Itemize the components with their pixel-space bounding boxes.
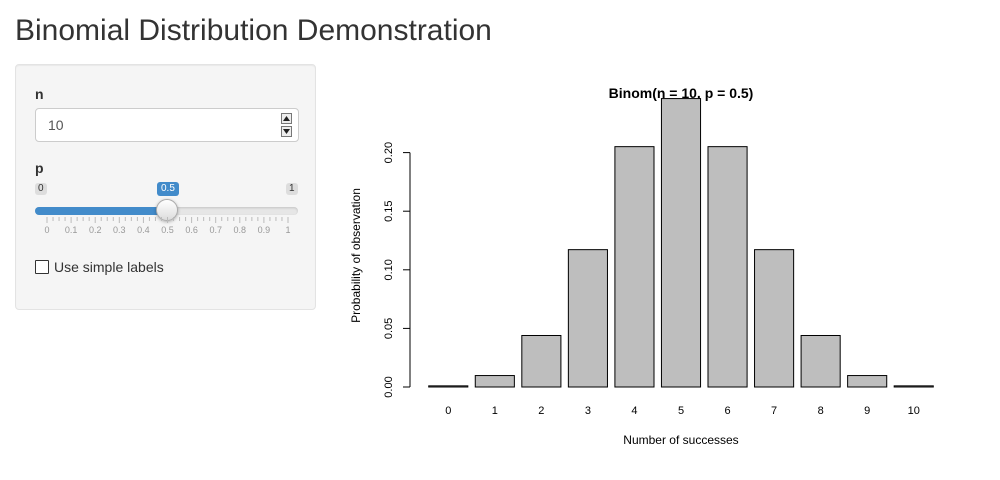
bar-9 <box>847 375 888 388</box>
bar-0 <box>428 385 469 388</box>
simple-labels-option[interactable]: Use simple labels <box>35 259 164 275</box>
bar-7 <box>754 249 795 388</box>
slider-grid-label: 0.6 <box>185 225 198 235</box>
x-tick-label: 7 <box>771 405 777 417</box>
slider-grid-label: 0.7 <box>209 225 222 235</box>
x-tick-label: 10 <box>908 405 920 417</box>
chart-title: Binom(n = 10, p = 0.5) <box>609 85 754 101</box>
bar-1 <box>474 375 515 388</box>
y-tick-label: 0.00 <box>383 376 395 397</box>
bar-2 <box>521 334 562 388</box>
y-tick-label: 0.05 <box>383 318 395 339</box>
bar-5 <box>660 98 702 388</box>
simple-labels-checkbox[interactable] <box>35 260 49 274</box>
slider-min-label: 0 <box>35 183 47 195</box>
slider-max-label: 1 <box>286 183 298 195</box>
slider-grid-label: 0.9 <box>258 225 271 235</box>
input-panel: n 10 p 0 0.5 1 0 0.1 0.2 0.3 0.4 0.5 0.6 0.7 0.8… <box>15 64 316 310</box>
slider-fill <box>35 207 167 215</box>
slider-grid-label: 0.2 <box>89 225 102 235</box>
y-axis-label: Probability of observation <box>349 188 363 323</box>
bar-3 <box>567 249 608 388</box>
y-tick-label: 0.10 <box>383 259 395 280</box>
slider-grid-label: 0.8 <box>234 225 247 235</box>
x-tick-label: 9 <box>864 405 870 417</box>
x-tick-label: 4 <box>631 405 637 417</box>
n-input[interactable]: 10 <box>35 108 299 142</box>
slider-grid-label: 1 <box>285 225 290 235</box>
y-tick-label: 0.15 <box>383 200 395 221</box>
decrement-icon[interactable] <box>281 126 292 137</box>
n-input-value: 10 <box>48 117 64 133</box>
x-tick-label: 6 <box>724 405 730 417</box>
n-label: n <box>35 86 44 102</box>
slider-value-label: 0.5 <box>157 182 179 196</box>
simple-labels-label: Use simple labels <box>54 259 164 275</box>
slider-grid-label: 0.4 <box>137 225 150 235</box>
bar-6 <box>707 146 748 388</box>
p-label: p <box>35 160 44 176</box>
x-tick-label: 5 <box>678 405 684 417</box>
x-tick-label: 2 <box>538 405 544 417</box>
slider-handle[interactable] <box>155 199 178 221</box>
slider-grid-label: 0.1 <box>65 225 78 235</box>
bar-8 <box>800 334 841 388</box>
bar-10 <box>893 385 934 388</box>
n-spinner <box>281 113 292 137</box>
slider-grid: 0 0.1 0.2 0.3 0.4 0.5 0.6 0.7 0.8 0.9 1 <box>44 217 291 235</box>
page-title: Binomial Distribution Demonstration <box>15 14 492 47</box>
x-tick-label: 3 <box>585 405 591 417</box>
x-tick-label: 1 <box>492 405 498 417</box>
bar-4 <box>614 146 655 388</box>
binomial-bar-chart: Binom(n = 10, p = 0.5) 0 1 2 3 4 5 6 7 8 9 10 0.00 0.… <box>349 85 934 447</box>
slider-grid-label: 0.5 <box>161 225 174 235</box>
slider-grid-label: 0.3 <box>113 225 126 235</box>
x-axis-label: Number of successes <box>623 433 738 447</box>
slider-grid-label: 0 <box>44 225 49 235</box>
y-tick-label: 0.20 <box>383 142 395 163</box>
increment-icon[interactable] <box>281 113 292 124</box>
x-tick-label: 0 <box>445 405 451 417</box>
x-tick-label: 8 <box>818 405 824 417</box>
